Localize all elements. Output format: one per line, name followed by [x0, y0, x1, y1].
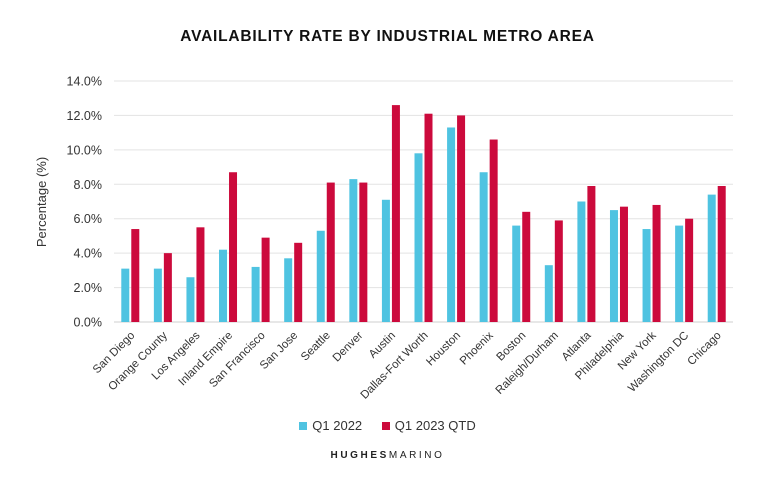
x-tick-label: Washington DC: [626, 330, 691, 395]
bar-q1-2023-qtd: [359, 182, 368, 322]
y-axis-label: Percentage (%): [34, 157, 49, 247]
bar-q1-2023-qtd: [457, 115, 466, 322]
bar-q1-2023-qtd: [424, 113, 433, 322]
bar-q1-2022: [512, 225, 521, 322]
bar-q1-2022: [642, 229, 651, 322]
bar-q1-2023-qtd: [326, 182, 335, 322]
legend-label: Q1 2022: [312, 418, 363, 433]
bar-q1-2023-qtd: [163, 253, 172, 322]
y-tick-label: 4.0%: [74, 247, 103, 261]
bar-q1-2022: [186, 277, 195, 322]
bar-q1-2022: [479, 172, 488, 322]
y-tick-label: 10.0%: [67, 143, 102, 157]
legend-swatch-q1-2022: [299, 422, 308, 430]
bar-q1-2023-qtd: [294, 242, 303, 322]
brand-logo: HUGHESMARINO: [0, 450, 775, 461]
bar-q1-2022: [284, 258, 293, 322]
bar-q1-2022: [121, 268, 130, 322]
legend: Q1 2022 Q1 2023 QTD: [0, 418, 775, 433]
bar-q1-2023-qtd: [229, 172, 238, 322]
bar-q1-2023-qtd: [196, 227, 205, 322]
y-tick-label: 12.0%: [67, 109, 102, 123]
gridlines: [114, 80, 733, 323]
bar-q1-2022: [251, 266, 260, 322]
bar-q1-2023-qtd: [587, 186, 596, 322]
x-tick-label: Seattle: [299, 330, 333, 364]
bar-q1-2022: [707, 194, 716, 322]
y-tick-label: 14.0%: [67, 75, 102, 89]
x-tick-label: Denver: [331, 330, 366, 365]
legend-swatch-q1-2023-qtd: [381, 422, 390, 430]
y-tick-label: 2.0%: [74, 281, 103, 295]
brand-name-part2: MARINO: [388, 450, 445, 461]
bar-q1-2022: [609, 210, 618, 322]
bar-q1-2023-qtd: [522, 211, 531, 322]
bar-q1-2022: [381, 199, 390, 322]
bar-q1-2023-qtd: [554, 220, 563, 322]
bar-q1-2023-qtd: [717, 186, 726, 322]
x-tick-label: Chicago: [686, 330, 724, 368]
y-tick-label: 0.0%: [74, 316, 103, 330]
x-tick-label: Phoenix: [458, 329, 496, 367]
x-tick-label: Austin: [367, 330, 398, 361]
legend-item-q1-2022: Q1 2022: [299, 418, 362, 433]
x-tick-label: Raleigh/Durham: [494, 330, 561, 397]
x-tick-label: Orange County: [106, 329, 170, 393]
brand-name-part1: HUGHES: [330, 450, 389, 461]
bar-q1-2023-qtd: [652, 204, 661, 322]
bar-q1-2022: [414, 153, 423, 322]
chart-title: AVAILABILITY RATE BY INDUSTRIAL METRO AR…: [180, 28, 595, 45]
y-tick-label: 8.0%: [74, 178, 103, 192]
y-tick-label: 6.0%: [74, 212, 103, 226]
bar-q1-2023-qtd: [685, 218, 694, 322]
bar-q1-2022: [153, 268, 162, 322]
bar-q1-2022: [577, 201, 586, 322]
bar-q1-2022: [219, 249, 228, 322]
bar-q1-2022: [349, 179, 358, 322]
bar-q1-2022: [544, 265, 553, 322]
bars: [121, 105, 726, 322]
bar-q1-2023-qtd: [131, 229, 140, 322]
bar-q1-2022: [675, 225, 684, 322]
y-axis-ticks: 0.0% 2.0% 4.0% 6.0% 8.0% 10.0% 12.0% 14.0%: [67, 75, 102, 330]
bar-q1-2023-qtd: [391, 105, 400, 322]
x-tick-label: Houston: [424, 330, 463, 369]
bar-q1-2023-qtd: [619, 206, 628, 322]
bar-q1-2023-qtd: [489, 139, 498, 322]
bar-q1-2022: [447, 127, 456, 322]
legend-item-q1-2023-qtd: Q1 2023 QTD: [381, 418, 476, 433]
bar-q1-2022: [316, 230, 325, 322]
bar-q1-2023-qtd: [261, 237, 270, 322]
legend-label: Q1 2023 QTD: [394, 418, 476, 433]
